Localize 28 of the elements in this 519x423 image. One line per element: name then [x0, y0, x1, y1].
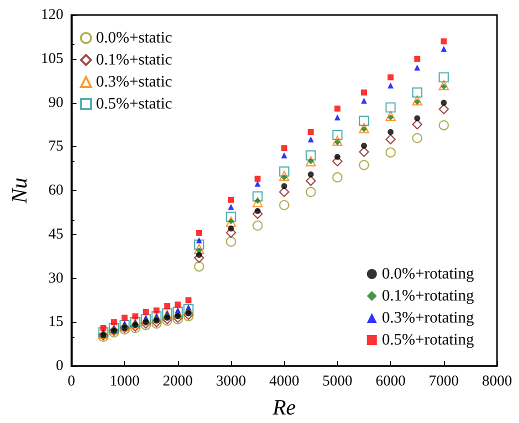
y-tick-label: 105 — [40, 50, 64, 67]
y-tick-label: 120 — [40, 7, 64, 23]
y-tick-label: 75 — [48, 138, 64, 155]
y-tick-label: 45 — [48, 226, 64, 242]
y-axis-title: Nu — [6, 178, 32, 204]
y-tick-label: 30 — [48, 270, 64, 286]
y-tick-label: 90 — [48, 94, 64, 111]
y-tick-label: 15 — [48, 314, 64, 330]
x-tick-label: 3000 — [216, 374, 246, 390]
x-tick-label: 1000 — [110, 374, 140, 390]
x-tick-label: 5000 — [322, 374, 352, 390]
legend-label: 0.3%+rotating — [382, 310, 474, 326]
legend-label: 0.1%+rotating — [382, 288, 474, 304]
x-tick-label: 8000 — [482, 374, 512, 390]
x-tick-label: 7000 — [428, 374, 459, 390]
legend-label: 0.5%+static — [96, 96, 172, 112]
x-axis-title: Re — [272, 394, 296, 420]
x-tick-label: 4000 — [269, 374, 300, 390]
x-tick-label: 6000 — [376, 374, 406, 390]
legend-label: 0.1%+static — [96, 52, 172, 68]
x-tick-label: 0 — [68, 374, 76, 390]
legend-label: 0.3%+static — [96, 74, 172, 90]
legend-label: 0.0%+rotating — [382, 266, 474, 282]
x-tick-label: 2000 — [162, 374, 193, 390]
y-tick-label: 0 — [56, 358, 64, 374]
legend-label: 0.0%+static — [96, 30, 172, 46]
legend-label: 0.5%+rotating — [382, 332, 474, 348]
y-tick-label: 60 — [48, 182, 64, 198]
